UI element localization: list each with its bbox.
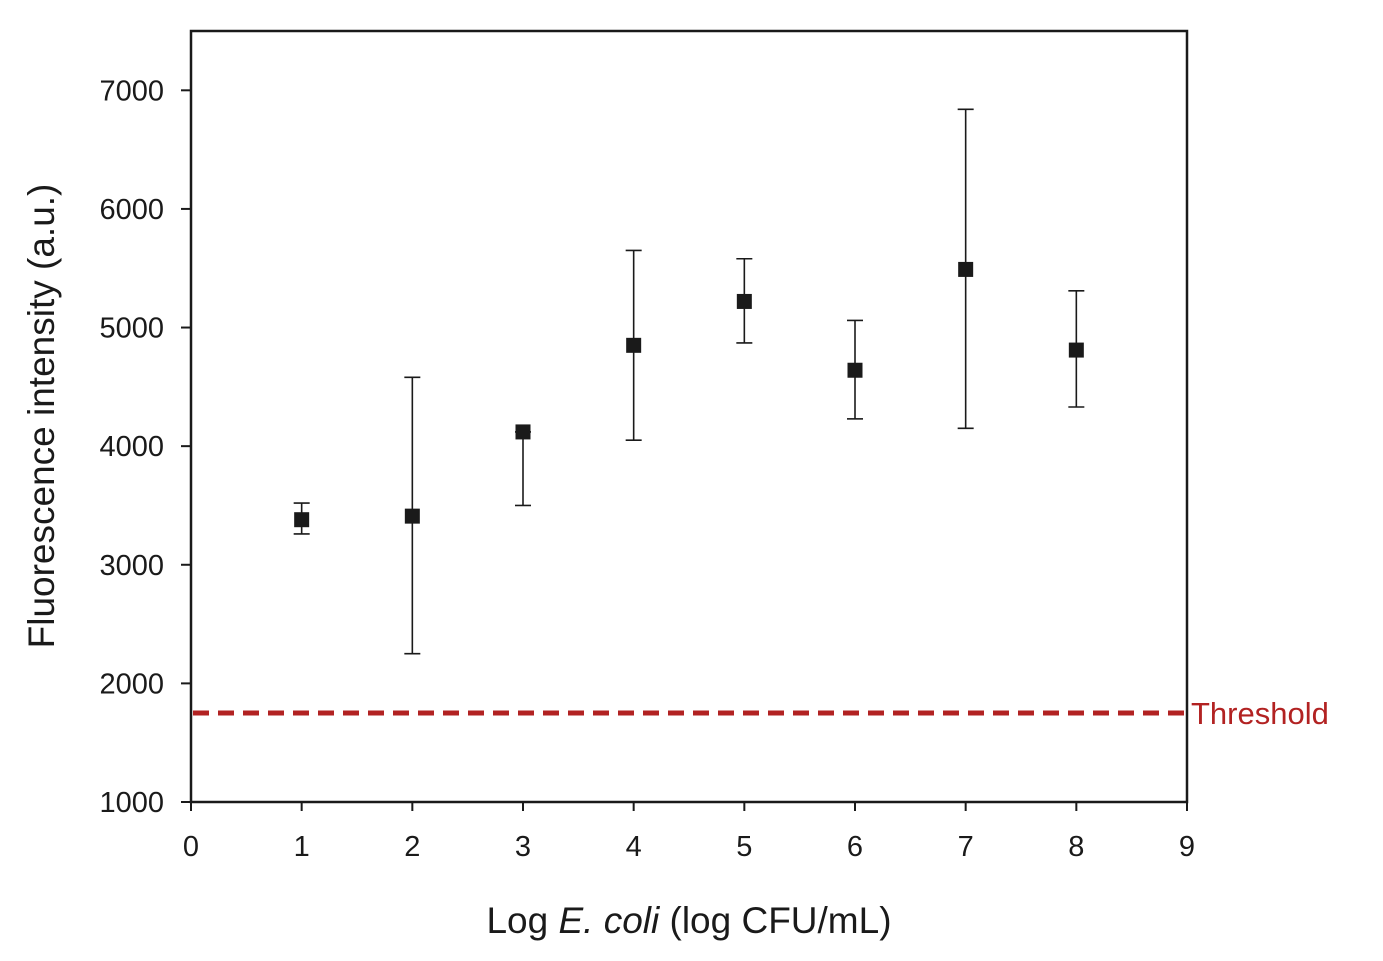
x-tick-label: 8 — [1068, 831, 1084, 863]
y-tick-label: 6000 — [99, 194, 164, 226]
x-axis: 0 1 2 3 4 5 6 7 8 9 — [183, 802, 1195, 863]
x-tick-label: 4 — [626, 831, 642, 863]
y-axis-title: Fluorescence intensity (a.u.) — [21, 184, 62, 649]
y-tick-label: 7000 — [99, 75, 164, 107]
x-axis-title-prefix: Log — [486, 900, 558, 941]
y-tick-label: 2000 — [99, 668, 164, 700]
threshold-layer: Threshold — [193, 696, 1329, 731]
data-point — [1068, 342, 1084, 358]
data-points — [294, 261, 1084, 528]
x-tick-label: 6 — [847, 831, 863, 863]
x-tick-label: 0 — [183, 831, 199, 863]
data-point — [294, 512, 310, 528]
data-point — [515, 424, 531, 440]
x-tick-label: 5 — [736, 831, 752, 863]
x-axis-title: Log E. coli (log CFU/mL) — [486, 900, 891, 941]
threshold-label: Threshold — [1191, 696, 1329, 731]
x-tick-label: 2 — [404, 831, 420, 863]
x-axis-title-organism: E. coli — [558, 900, 661, 941]
data-point — [626, 337, 642, 353]
x-tick-label: 7 — [958, 831, 974, 863]
error-bars — [293, 108, 1085, 655]
data-point — [847, 362, 863, 378]
y-axis: 1000 2000 3000 4000 5000 6000 7000 — [99, 75, 191, 819]
data-point — [958, 261, 974, 277]
y-tick-label: 1000 — [99, 787, 164, 819]
y-tick-label: 4000 — [99, 431, 164, 463]
x-tick-label: 9 — [1179, 831, 1195, 863]
y-tick-label: 5000 — [99, 313, 164, 345]
plot-area-frame — [189, 29, 1189, 804]
x-tick-label: 3 — [515, 831, 531, 863]
data-point — [404, 508, 420, 524]
x-axis-title-unit: (log CFU/mL) — [659, 900, 891, 941]
y-tick-label: 3000 — [99, 550, 164, 582]
data-point — [736, 293, 752, 309]
x-tick-label: 1 — [294, 831, 310, 863]
